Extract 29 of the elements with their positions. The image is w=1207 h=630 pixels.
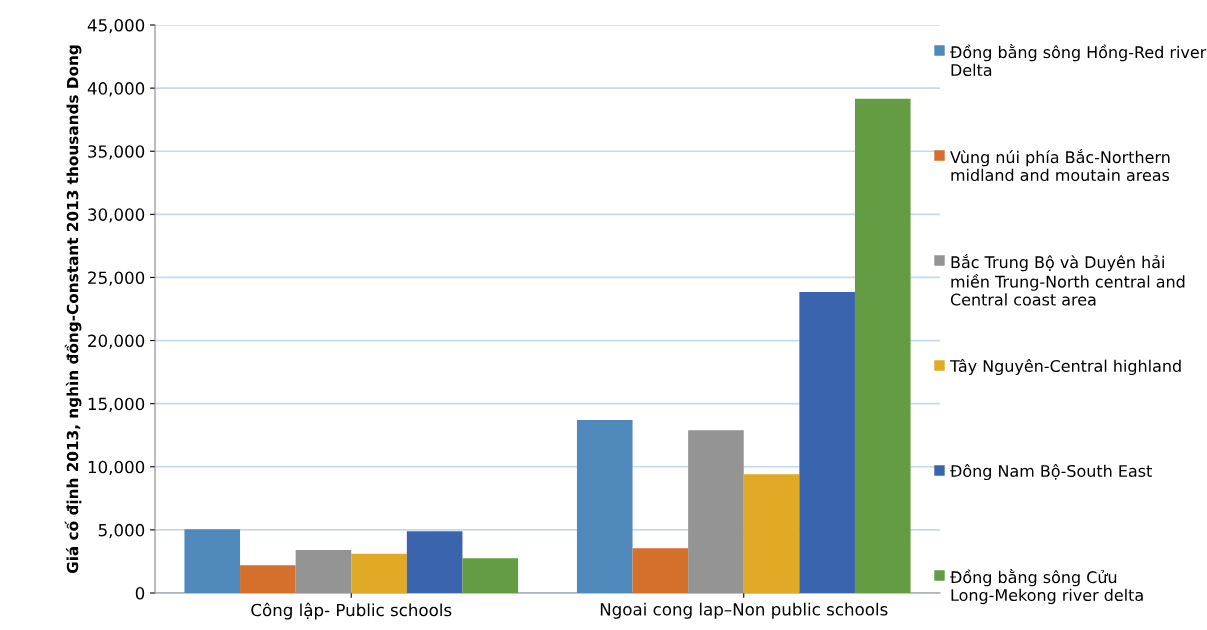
bar [462,558,519,593]
bar [351,553,407,593]
y-tick-label: 45,000 [87,18,145,34]
y-tick-label: 0 [135,586,145,600]
y-axis-title: Giá cố định 2013, nghìn đồng-Constant 2013 thousands Dong [64,45,82,574]
bar [799,291,855,593]
legend-label: Đồng bằng sông Cửu Long-Mekong river delta [950,569,1143,605]
y-tick-label: 10,000 [88,460,145,476]
x-tick-label: Ngoai cong lap–Non public schools [600,602,888,619]
legend-label: Bắc Trung Bộ và Duyên hải miền Trung-North central and Central coast area [950,254,1185,306]
y-tick-label: 20,000 [88,334,145,349]
bar [854,98,911,593]
y-tick-label: 30,000 [88,208,145,223]
bar [576,420,633,593]
y-tick-label: 40,000 [87,82,145,97]
bar [632,548,689,593]
y-tick-label: 5,000 [98,523,145,539]
bar [240,565,296,593]
legend-label: Tây Nguyên-Central highland [949,359,1181,376]
legend-label: Vùng núi phía Bắc-Northern midland and moutain areas [950,149,1170,182]
y-tick-label: 15,000 [88,397,145,412]
y-tick-label: 35,000 [88,145,145,160]
legend-label: Đông Nam Bộ-South East [950,464,1152,481]
x-tick-label: Công lập- Public schools [251,602,452,620]
y-tick-label: 25,000 [88,271,145,286]
legend-label: Đồng bằng sông Hồng-Red river Delta [950,44,1207,77]
bar [184,529,241,593]
bar [743,474,800,593]
bar [406,531,463,593]
